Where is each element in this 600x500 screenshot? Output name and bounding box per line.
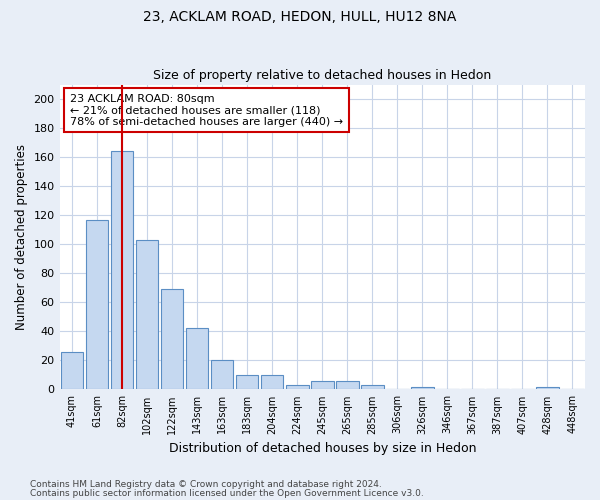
Text: Contains public sector information licensed under the Open Government Licence v3: Contains public sector information licen… bbox=[30, 490, 424, 498]
Bar bbox=[361, 385, 383, 390]
Bar bbox=[136, 240, 158, 390]
Bar bbox=[86, 220, 109, 390]
Bar bbox=[236, 375, 259, 390]
Text: 23 ACKLAM ROAD: 80sqm
← 21% of detached houses are smaller (118)
78% of semi-det: 23 ACKLAM ROAD: 80sqm ← 21% of detached … bbox=[70, 94, 343, 127]
Bar bbox=[211, 360, 233, 390]
Bar bbox=[261, 375, 283, 390]
Bar bbox=[286, 385, 308, 390]
Bar bbox=[536, 386, 559, 390]
Bar bbox=[186, 328, 208, 390]
Title: Size of property relative to detached houses in Hedon: Size of property relative to detached ho… bbox=[153, 69, 491, 82]
Bar bbox=[411, 386, 434, 390]
X-axis label: Distribution of detached houses by size in Hedon: Distribution of detached houses by size … bbox=[169, 442, 476, 455]
Text: 23, ACKLAM ROAD, HEDON, HULL, HU12 8NA: 23, ACKLAM ROAD, HEDON, HULL, HU12 8NA bbox=[143, 10, 457, 24]
Bar bbox=[111, 152, 133, 390]
Bar bbox=[161, 290, 184, 390]
Text: Contains HM Land Registry data © Crown copyright and database right 2024.: Contains HM Land Registry data © Crown c… bbox=[30, 480, 382, 489]
Bar bbox=[311, 380, 334, 390]
Y-axis label: Number of detached properties: Number of detached properties bbox=[15, 144, 28, 330]
Bar bbox=[61, 352, 83, 390]
Bar bbox=[336, 380, 359, 390]
